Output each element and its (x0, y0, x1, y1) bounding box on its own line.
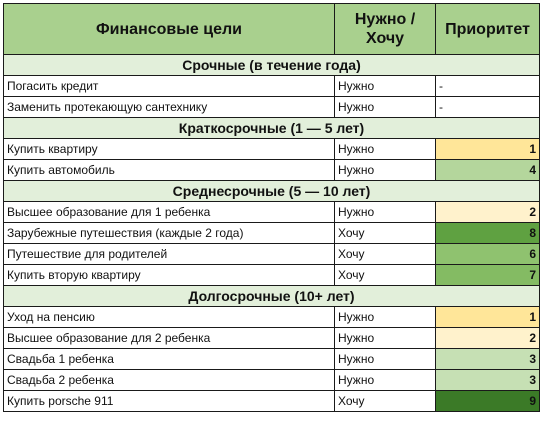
goal-cell: Свадьба 2 ребенка (3, 369, 335, 391)
section-row: Срочные (в течение года) (3, 54, 540, 76)
goal-cell: Зарубежные путешествия (каждые 2 года) (3, 222, 335, 244)
goal-cell: Высшее образование для 2 ребенка (3, 327, 335, 349)
goal-cell: Купить квартиру (3, 138, 335, 160)
section-title: Среднесрочные (5 — 10 лет) (3, 180, 540, 202)
priority-cell: - (435, 75, 540, 97)
table-row: Высшее образование для 1 ребенка Нужно 2 (3, 201, 540, 223)
goal-cell: Купить porsche 911 (3, 390, 335, 412)
table-row: Свадьба 2 ребенка Нужно 3 (3, 369, 540, 391)
header-need-want-line2: Хочу (365, 30, 405, 47)
goal-cell: Купить вторую квартиру (3, 264, 335, 286)
priority-cell: 2 (435, 327, 540, 349)
goal-cell: Высшее образование для 1 ребенка (3, 201, 335, 223)
priority-cell: 7 (435, 264, 540, 286)
table-row: Зарубежные путешествия (каждые 2 года) Хо… (3, 222, 540, 244)
table-row: Купить porsche 911 Хочу 9 (3, 390, 540, 412)
priority-cell: 4 (435, 159, 540, 181)
section-row: Среднесрочные (5 — 10 лет) (3, 180, 540, 202)
header-goals: Финансовые цели (3, 3, 335, 55)
table-row: Заменить протекающую сантехнику Нужно - (3, 96, 540, 118)
need-want-cell: Хочу (334, 390, 436, 412)
goal-cell: Заменить протекающую сантехнику (3, 96, 335, 118)
section-title: Срочные (в течение года) (3, 54, 540, 76)
need-want-cell: Хочу (334, 243, 436, 265)
need-want-cell: Нужно (334, 75, 436, 97)
table-row: Высшее образование для 2 ребенка Нужно 2 (3, 327, 540, 349)
goal-cell: Свадьба 1 ребенка (3, 348, 335, 370)
table-row: Уход на пенсию Нужно 1 (3, 306, 540, 328)
priority-cell: 3 (435, 348, 540, 370)
priority-cell: - (435, 96, 540, 118)
goal-cell: Погасить кредит (3, 75, 335, 97)
table-row: Погасить кредит Нужно - (3, 75, 540, 97)
section-title: Краткосрочные (1 — 5 лет) (3, 117, 540, 139)
need-want-cell: Нужно (334, 201, 436, 223)
header-need-want-line1: Нужно / (354, 11, 416, 28)
section-title: Долгосрочные (10+ лет) (3, 285, 540, 307)
need-want-cell: Нужно (334, 159, 436, 181)
section-row: Краткосрочные (1 — 5 лет) (3, 117, 540, 139)
table-row: Купить вторую квартиру Хочу 7 (3, 264, 540, 286)
need-want-cell: Нужно (334, 138, 436, 160)
need-want-cell: Нужно (334, 327, 436, 349)
goal-cell: Уход на пенсию (3, 306, 335, 328)
table-row: Путешествие для родителей Хочу 6 (3, 243, 540, 265)
section-row: Долгосрочные (10+ лет) (3, 285, 540, 307)
priority-cell: 6 (435, 243, 540, 265)
header-need-want: Нужно / Хочу (334, 3, 436, 55)
need-want-cell: Нужно (334, 369, 436, 391)
need-want-cell: Нужно (334, 96, 436, 118)
table-body: Финансовые цели Нужно / Хочу Приоритет С… (3, 3, 540, 412)
priority-cell: 3 (435, 369, 540, 391)
priority-cell: 8 (435, 222, 540, 244)
priority-cell: 2 (435, 201, 540, 223)
need-want-cell: Нужно (334, 306, 436, 328)
goal-cell: Путешествие для родителей (3, 243, 335, 265)
header-priority: Приоритет (435, 3, 540, 55)
priority-cell: 1 (435, 138, 540, 160)
table-row: Купить автомобиль Нужно 4 (3, 159, 540, 181)
need-want-cell: Нужно (334, 348, 436, 370)
priority-cell: 1 (435, 306, 540, 328)
table-row: Купить квартиру Нужно 1 (3, 138, 540, 160)
need-want-cell: Хочу (334, 264, 436, 286)
priority-cell: 9 (435, 390, 540, 412)
header-row: Финансовые цели Нужно / Хочу Приоритет (3, 3, 540, 55)
need-want-cell: Хочу (334, 222, 436, 244)
goal-cell: Купить автомобиль (3, 159, 335, 181)
table-row: Свадьба 1 ребенка Нужно 3 (3, 348, 540, 370)
financial-goals-table: Финансовые цели Нужно / Хочу Приоритет С… (3, 3, 540, 412)
